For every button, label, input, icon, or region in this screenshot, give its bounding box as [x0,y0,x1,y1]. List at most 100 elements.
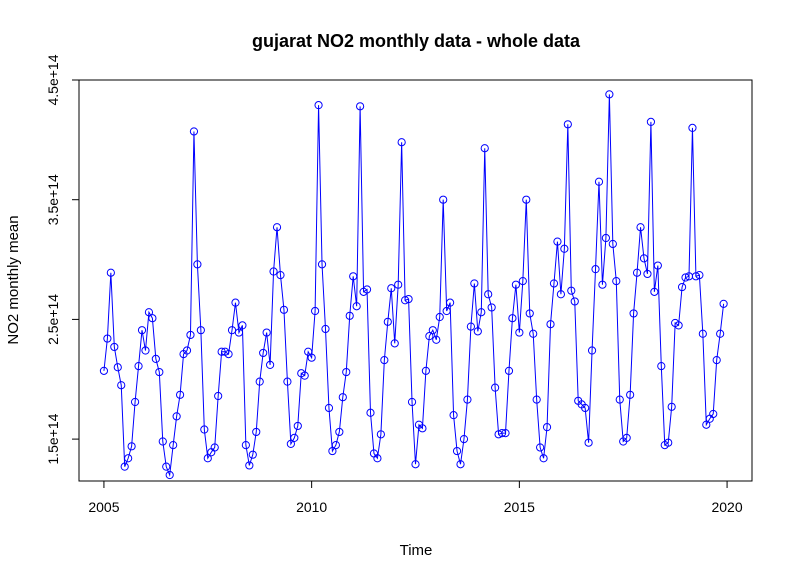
data-point [556,290,566,299]
data-point [383,317,392,326]
data-point [407,397,417,407]
data-point [262,328,271,337]
data-point [331,440,340,450]
data-point [193,260,202,269]
data-point [515,328,524,337]
data-point [688,123,697,132]
data-point [698,329,707,338]
data-point [110,342,119,352]
data-point [446,298,455,307]
data-point [366,408,375,417]
data-point [653,261,662,270]
data-point [387,284,396,293]
data-point [342,367,351,377]
data-point [456,460,465,469]
data-point [380,356,389,365]
data-point [567,286,576,295]
data-point [418,424,427,433]
data-point [629,309,638,318]
data-point [463,395,472,404]
data-point [549,279,559,288]
data-point [113,363,122,372]
data-point [103,334,112,343]
data-point [401,296,410,305]
data-point [622,433,631,443]
y-tick-label: 1.5e+14 [45,413,61,464]
data-point [356,102,365,111]
data-point [241,440,250,450]
data-point [529,329,538,338]
plot-area [99,90,728,480]
data-point [601,233,611,243]
data-point [553,237,562,246]
data-point [581,403,590,413]
data-point [646,117,656,127]
data-point [449,411,458,420]
data-point [477,308,486,317]
data-point [491,383,500,392]
data-point [702,420,711,429]
data-point [106,268,115,277]
data-point [127,442,136,451]
data-point [681,273,690,282]
data-point [165,470,174,480]
data-point [667,402,676,411]
data-point [124,454,133,463]
data-point [373,454,382,463]
data-point [376,430,385,439]
chart-title: gujarat NO2 monthly data - whole data [252,31,581,51]
data-point [546,320,555,329]
data-point [300,371,309,380]
data-point [349,272,358,281]
data-point [632,268,642,277]
data-point [272,223,282,232]
data-point [286,439,295,448]
data-point [248,450,257,459]
data-point [487,303,496,312]
data-point [335,427,344,437]
x-axis: 2005 2010 2015 2020 [88,480,743,515]
data-point [497,429,507,438]
data-point [238,321,247,330]
data-point [664,438,673,447]
data-point [279,305,289,314]
data-point [563,120,572,129]
data-point [470,279,479,288]
data-point [231,298,240,307]
data-point [608,239,617,249]
data-point [484,290,493,299]
data-point [719,299,728,308]
data-point [134,361,143,371]
x-tick-label: 2020 [711,499,742,515]
data-point [442,306,451,316]
data-point [196,326,205,335]
data-point [650,287,659,296]
data-point [345,311,354,320]
data-point [536,443,545,452]
data-point [636,223,645,232]
data-point [144,308,154,317]
y-axis-label: NO2 monthly mean [5,215,22,344]
data-point [169,440,178,450]
data-point [459,435,469,444]
y-tick-label: 3.5e+14 [45,174,61,225]
data-point [594,177,604,186]
data-point [203,454,212,463]
data-point [151,354,160,363]
data-point [155,367,164,377]
data-point [542,423,552,432]
data-point [709,409,718,419]
data-point [182,346,192,355]
data-point [255,377,264,386]
data-point [439,195,448,204]
data-point [539,454,548,463]
data-point [605,90,614,99]
x-axis-label: Time [400,542,433,559]
data-point [695,271,704,280]
data-point [259,348,268,358]
data-point [99,366,109,375]
data-point [615,395,624,404]
data-point [148,314,157,323]
data-point [591,265,600,274]
